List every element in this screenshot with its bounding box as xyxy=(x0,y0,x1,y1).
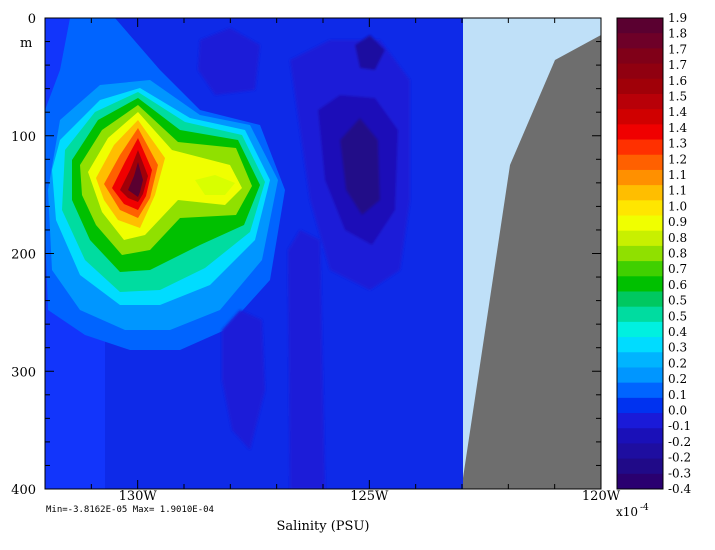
colorbar-label: 0.7 xyxy=(668,262,687,276)
colorbar-swatch xyxy=(617,109,663,125)
colorbar-swatch xyxy=(617,443,663,460)
colorbar-frame xyxy=(616,17,664,490)
colorbar-label: 1.0 xyxy=(668,199,687,213)
colorbar-swatch xyxy=(617,261,663,277)
colorbar-swatch xyxy=(617,413,663,429)
colorbar-swatch xyxy=(617,93,663,110)
colorbar-label: 0.8 xyxy=(668,247,687,261)
colorbar-swatch xyxy=(617,18,663,34)
colorbar-label: 0.0 xyxy=(668,404,687,418)
min-max-annotation: Min=-3.8162E-05 Max= 1.9010E-04 xyxy=(46,505,214,515)
colorbar-swatch xyxy=(617,428,663,444)
colorbar-label: 0.2 xyxy=(668,356,687,370)
colorbar-label: 1.1 xyxy=(668,168,687,182)
colorbar-label: 0.1 xyxy=(668,388,687,402)
colorbar-label: 0.8 xyxy=(668,231,687,245)
colorbar-label: 1.2 xyxy=(668,152,687,166)
y-axis-label: m xyxy=(20,36,32,51)
colorbar-label: 1.4 xyxy=(668,121,687,135)
colorbar-swatch xyxy=(617,200,663,217)
colorbar-swatch xyxy=(617,352,663,368)
y-tick-label: 0 xyxy=(28,12,36,27)
colorbar-swatch xyxy=(617,276,663,292)
colorbar-swatch xyxy=(617,291,663,308)
contour-min-vertical-band xyxy=(288,230,325,489)
colorbar-label: 0.2 xyxy=(668,372,687,386)
colorbar-label: 1.9 xyxy=(668,11,687,25)
colorbar-label: 0.3 xyxy=(668,341,687,355)
colorbar-label: 1.5 xyxy=(668,90,687,104)
contour-min-top xyxy=(355,35,385,70)
contour-level-1.8 xyxy=(128,162,143,197)
colorbar-swatch xyxy=(617,337,663,353)
colorbar-swatch xyxy=(617,215,663,232)
colorbar-swatch xyxy=(617,397,663,414)
colorbar-label: 1.4 xyxy=(668,105,687,119)
colorbar-label: -0.3 xyxy=(668,466,691,480)
x-tick-label: 125W xyxy=(350,489,389,504)
colorbar-swatch xyxy=(617,321,663,338)
colorbar-swatch xyxy=(617,139,663,156)
colorbar-swatch xyxy=(617,458,663,475)
colorbar-label: 1.3 xyxy=(668,137,687,151)
colorbar-swatch xyxy=(617,154,663,171)
colorbar-swatch xyxy=(617,185,663,201)
colorbar-swatch xyxy=(617,473,663,490)
colorbar-scale: x10 -4 xyxy=(616,503,649,519)
x-tick-label: 130W xyxy=(119,489,158,504)
x-tick-label: 120W xyxy=(582,489,621,504)
colorbar-label: 0.9 xyxy=(668,215,687,229)
colorbar-swatch xyxy=(617,48,663,65)
y-tick-label: 200 xyxy=(11,248,36,263)
colorbar-label: 0.5 xyxy=(668,294,687,308)
x-axis-label: Salinity (PSU) xyxy=(277,519,370,534)
main-anomaly xyxy=(45,18,285,350)
y-tick-label: 100 xyxy=(11,130,36,145)
colorbar-swatch xyxy=(617,382,663,399)
land-region xyxy=(463,35,601,489)
colorbar-swatch xyxy=(617,245,663,262)
colorbar-swatch xyxy=(617,33,663,49)
colorbar-swatch xyxy=(617,169,663,186)
colorbar-swatch xyxy=(617,78,663,95)
colorbar-label: -0.2 xyxy=(668,435,691,449)
contour-min-inner xyxy=(340,118,380,215)
colorbar-label: 0.5 xyxy=(668,309,687,323)
colorbar-swatch xyxy=(617,230,663,247)
colorbar-scale-exponent: -4 xyxy=(640,503,649,513)
colorbar-swatch xyxy=(617,367,663,384)
colorbar-label: 1.1 xyxy=(668,184,687,198)
contour-secondary-max xyxy=(195,175,235,195)
colorbar-label: 1.6 xyxy=(668,74,687,88)
contour-min-left-top xyxy=(198,28,260,95)
colorbar-swatch xyxy=(617,124,663,141)
y-tick-label: 300 xyxy=(11,365,36,380)
colorbar-label: 1.7 xyxy=(668,42,687,56)
contour-min-left-lower xyxy=(222,310,265,450)
colorbar-swatch xyxy=(617,306,663,323)
colorbar-label: -0.1 xyxy=(668,419,691,433)
colorbar-swatch xyxy=(617,63,663,80)
colorbar-label: -0.4 xyxy=(668,482,692,496)
y-tick-label: 400 xyxy=(11,483,36,498)
colorbar-label: 0.4 xyxy=(668,325,687,339)
colorbar-label: 0.6 xyxy=(668,278,687,292)
colorbar-label: -0.2 xyxy=(668,451,691,465)
colorbar-scale-label: x10 xyxy=(616,505,638,519)
colorbar-label: 1.7 xyxy=(668,58,687,72)
axes: 130W 125W 120W 0 100 200 300 400 xyxy=(11,12,621,504)
plot-area xyxy=(45,18,601,489)
colorbar-label: 1.8 xyxy=(668,27,687,41)
colorbar: 1.91.81.71.71.61.51.41.41.31.21.11.11.00… xyxy=(616,11,692,496)
minimum-region xyxy=(198,28,410,489)
